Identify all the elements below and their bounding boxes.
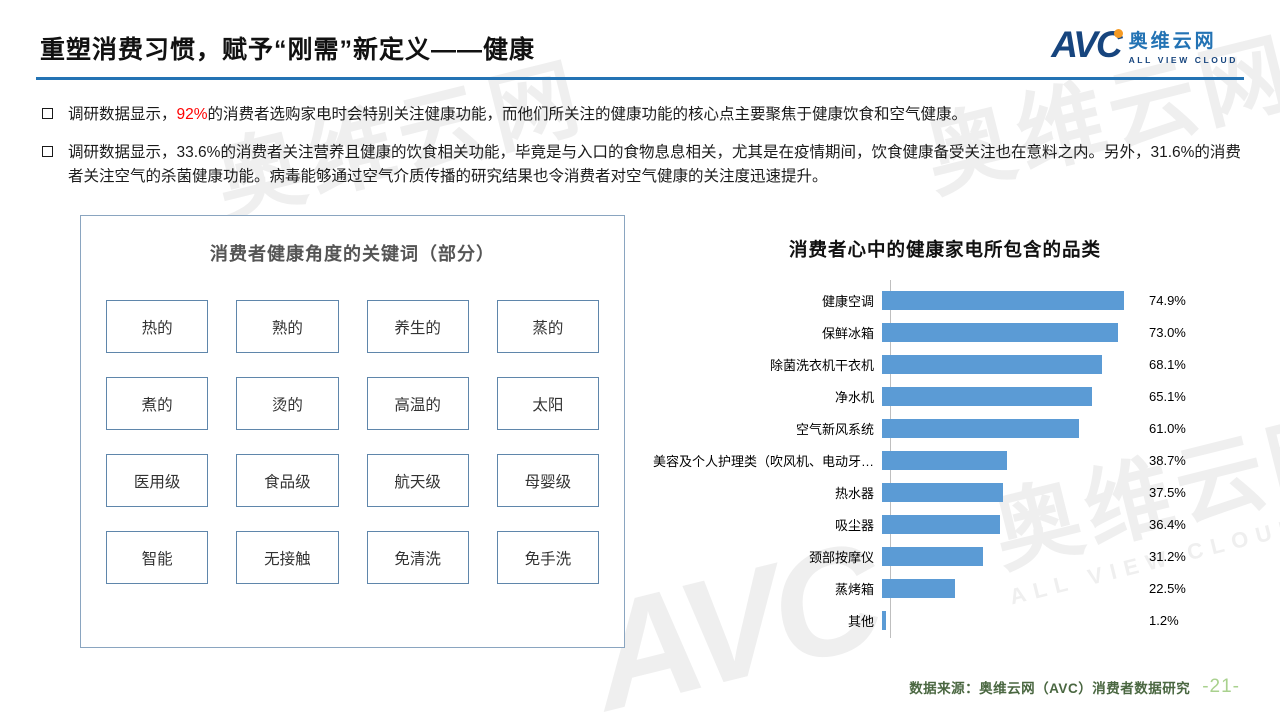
bar [882, 418, 1079, 438]
bullet-item-2: 调研数据显示，33.6%的消费者关注营养且健康的饮食相关功能，毕竟是与入口的食物… [42, 141, 1242, 189]
bar-category-label: 除菌洗衣机干衣机 [769, 357, 874, 373]
page-number: -21- [1202, 676, 1240, 697]
bar-track [882, 418, 1142, 438]
bullet-text-1: 调研数据显示，92%的消费者选购家电时会特别关注健康功能，而他们所关注的健康功能… [68, 106, 968, 123]
bar [882, 610, 886, 630]
bar-value-label: 1.2% [1149, 612, 1179, 628]
keyword-cell: 蒸的 [496, 300, 599, 353]
avc-logo-text: AVC [1051, 24, 1122, 65]
chart-bar-row: 颈部按摩仪 31.2% [638, 540, 1252, 572]
bar-category-label: 空气新风系统 [795, 421, 874, 437]
bar-category-label: 蒸烤箱 [834, 581, 874, 597]
chart-bar-row: 空气新风系统 61.0% [638, 412, 1252, 444]
keyword-cell: 煮的 [106, 377, 209, 430]
bar [882, 482, 1003, 502]
avc-logo-en: ALL VIEW CLOUD [1128, 54, 1238, 65]
keyword-cell: 高温的 [366, 377, 469, 430]
bar-category-label: 健康空调 [821, 293, 874, 309]
page-title: 重塑消费习惯，赋予“刚需”新定义——健康 [40, 36, 536, 64]
keyword-cell: 智能 [106, 531, 209, 584]
bar-track [882, 450, 1142, 470]
avc-logo: AVC 奥维云网 ALL VIEW CLOUD [1051, 24, 1238, 66]
bar-value-label: 37.5% [1149, 484, 1186, 500]
keyword-cell: 母婴级 [496, 454, 599, 507]
bar [882, 386, 1092, 406]
header-rule [36, 77, 1244, 80]
bar-category-label: 保鲜冰箱 [821, 325, 874, 341]
footer: 数据来源：奥维云网（AVC）消费者数据研究 -21- [909, 676, 1240, 698]
bar-value-label: 38.7% [1149, 452, 1186, 468]
chart-bar-row: 蒸烤箱 22.5% [638, 572, 1252, 604]
bar-track [882, 514, 1142, 534]
bar [882, 322, 1118, 342]
keyword-cell: 无接触 [236, 531, 339, 584]
bar [882, 354, 1102, 374]
chart-bar-row: 其他 1.2% [638, 604, 1252, 636]
bullet-text-2: 调研数据显示，33.6%的消费者关注营养且健康的饮食相关功能，毕竟是与入口的食物… [68, 144, 1241, 186]
chart-bar-row: 热水器 37.5% [638, 476, 1252, 508]
chart-bar-row: 美容及个人护理类（吹风机、电动牙… 38.7% [638, 444, 1252, 476]
keywords-grid: 热的 熟的 养生的 蒸的煮的 烫的 高温的 太阳医用级 食品级 航天级 母婴级智能 无接触 免清洗 免手… [81, 266, 624, 584]
bar-track [882, 354, 1142, 374]
chart-bar-row: 健康空调 74.9% [638, 284, 1252, 316]
bar-track [882, 386, 1142, 406]
keyword-cell: 免清洗 [366, 531, 469, 584]
keyword-cell: 免手洗 [496, 531, 599, 584]
bar-track [882, 546, 1142, 566]
bullet-square-icon [42, 108, 53, 119]
keyword-cell: 食品级 [236, 454, 339, 507]
bar-track [882, 322, 1142, 342]
bar-track [882, 610, 1142, 630]
bar-value-label: 65.1% [1149, 388, 1186, 404]
bar-value-label: 73.0% [1149, 324, 1186, 340]
bar-value-label: 36.4% [1149, 516, 1186, 532]
bar-category-label: 热水器 [834, 485, 874, 501]
chart-bar-row: 保鲜冰箱 73.0% [638, 316, 1252, 348]
chart-bar-row: 净水机 65.1% [638, 380, 1252, 412]
avc-logo-cn: 奥维云网 [1128, 30, 1217, 52]
keyword-cell: 烫的 [236, 377, 339, 430]
avc-logo-dot-icon [1113, 29, 1123, 38]
bar-value-label: 22.5% [1149, 580, 1186, 596]
bar-value-label: 61.0% [1149, 420, 1186, 436]
bar [882, 546, 983, 566]
bar-track [882, 578, 1142, 598]
bullet-item-1: 调研数据显示，92%的消费者选购家电时会特别关注健康功能，而他们所关注的健康功能… [42, 103, 1242, 127]
bar-category-label: 美容及个人护理类（吹风机、电动牙… [652, 453, 874, 469]
category-bar-chart: 消费者心中的健康家电所包含的品类 健康空调 74.9% 保鲜冰箱 73.0% 除菌洗衣机… [638, 236, 1252, 638]
bar-category-label: 吸尘器 [834, 517, 874, 533]
keyword-cell: 太阳 [496, 377, 599, 430]
bar [882, 290, 1124, 310]
bar-track [882, 290, 1142, 310]
chart-title: 消费者心中的健康家电所包含的品类 [788, 239, 1101, 260]
chart-bar-row: 除菌洗衣机干衣机 68.1% [638, 348, 1252, 380]
bar [882, 578, 955, 598]
keyword-cell: 热的 [106, 300, 209, 353]
bar-track [882, 482, 1142, 502]
keywords-panel: 消费者健康角度的关键词（部分） 热的 熟的 养生的 蒸的煮的 烫的 高温的 太阳医用级 食品级… [80, 215, 625, 648]
bar-category-label: 净水机 [834, 389, 874, 405]
bullet-square-icon [42, 146, 53, 158]
keywords-panel-title: 消费者健康角度的关键词（部分） [210, 244, 495, 264]
keyword-cell: 航天级 [366, 454, 469, 507]
avc-logo-mark: AVC [1051, 24, 1123, 66]
bar-value-label: 74.9% [1149, 292, 1186, 308]
bar-category-label: 其他 [847, 613, 874, 629]
bar [882, 450, 1007, 470]
keyword-cell: 医用级 [106, 454, 209, 507]
highlight-92: 92% [176, 106, 208, 123]
keyword-cell: 熟的 [236, 300, 339, 353]
bar [882, 514, 1000, 534]
bullet-list: 调研数据显示，92%的消费者选购家电时会特别关注健康功能，而他们所关注的健康功能… [42, 103, 1242, 203]
data-source-note: 数据来源：奥维云网（AVC）消费者数据研究 [909, 681, 1191, 696]
chart-rows: 健康空调 74.9% 保鲜冰箱 73.0% 除菌洗衣机干衣机 68.1% 净水机 65.1% 空… [638, 280, 1252, 638]
bar-value-label: 68.1% [1149, 356, 1186, 372]
chart-bar-row: 吸尘器 36.4% [638, 508, 1252, 540]
bar-category-label: 颈部按摩仪 [808, 549, 874, 565]
bar-value-label: 31.2% [1149, 548, 1186, 564]
keyword-cell: 养生的 [366, 300, 469, 353]
